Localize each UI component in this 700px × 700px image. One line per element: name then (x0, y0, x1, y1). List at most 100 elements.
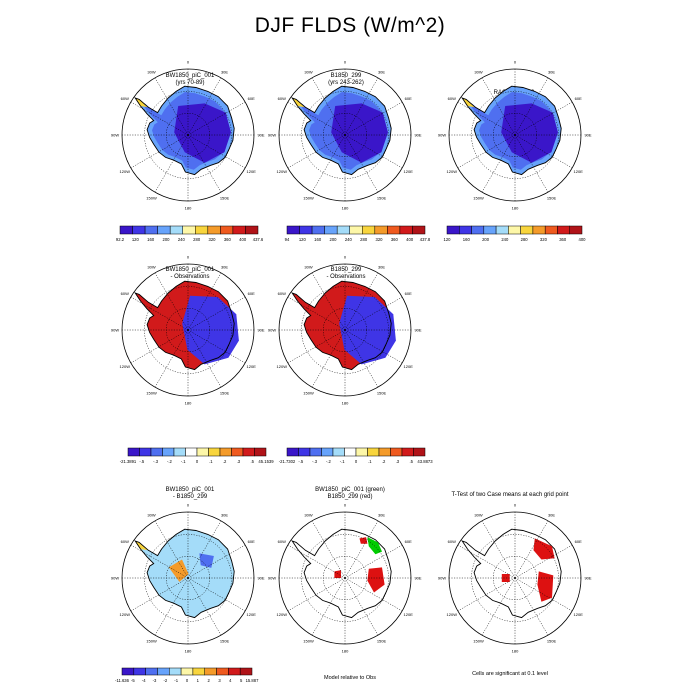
longitude-label: 60E (575, 96, 582, 101)
latitude-circle (322, 112, 368, 158)
meridian-line (187, 520, 222, 579)
longitude-label: 30E (378, 264, 385, 269)
longitude-label: 0 (187, 255, 190, 260)
panel-title-line: B1850_299 (red) (327, 493, 373, 500)
colorbar-box (349, 225, 363, 235)
longitude-label: 180 (185, 401, 192, 406)
panel-title-line: B1850_299 (330, 267, 362, 273)
panel-title-b1850: B1850_299 (yrs 243-262) (296, 73, 396, 86)
colorbar-box (311, 225, 325, 235)
colorbar-box (185, 447, 198, 457)
longitude-label: 30E (378, 69, 385, 74)
colorbar-box (413, 447, 426, 457)
latitude-circle (471, 91, 559, 179)
longitude-label: 120E (247, 364, 257, 369)
colorbar-label: 15.887 (246, 678, 259, 683)
colorbar-box (362, 225, 376, 235)
meridian-line (187, 101, 246, 136)
longitude-label: 60E (575, 539, 582, 544)
longitude-label: 30E (378, 512, 385, 517)
colorbar-box (182, 225, 196, 235)
meridian-line (287, 101, 346, 136)
colorbar-label: -11.636 (115, 678, 130, 683)
colorbar-label: 437.6 (253, 237, 264, 242)
colorbar-label: 92.2 (116, 237, 125, 242)
colorbar-label: 240 (345, 237, 353, 242)
colorbar-p2: 94 120 160 200 240 280 320 360 400 437.8 (285, 225, 431, 242)
colorbar-box (378, 447, 391, 457)
colorbar-label: 400 (406, 237, 414, 242)
colorbar-box (344, 447, 357, 457)
longitude-label: 60E (248, 96, 255, 101)
longitude-label: 90W (111, 328, 119, 333)
longitude-label: 60W (278, 539, 286, 544)
colorbar-p1: 92.2 120 160 200 240 280 320 360 400 437.6 (116, 225, 264, 242)
map-panel-p2: 0 30E 60E 90E 120E 150E 180 150W 120W 90W 60W 30W (268, 60, 422, 211)
colorbar-box (401, 447, 414, 457)
longitude-label: 0 (344, 503, 347, 508)
longitude-label: 30W (147, 512, 155, 517)
colorbar-box (169, 225, 183, 235)
colorbar-label: .3 (396, 459, 400, 464)
longitude-label: 120E (574, 169, 584, 174)
colorbar-label: 200 (330, 237, 338, 242)
colorbar-label: .1 (209, 459, 213, 464)
panel-title-line: BW1850_piC_001 (165, 267, 215, 273)
longitude-label: 30E (221, 69, 228, 74)
colorbar-box (390, 447, 403, 457)
colorbar-box (495, 225, 509, 235)
panel-title-line: BW1850_piC_001 (165, 73, 215, 79)
colorbar-box (508, 225, 521, 235)
colorbar-label: 120 (299, 237, 307, 242)
meridian-line (514, 577, 549, 636)
meridian-line (344, 101, 403, 136)
colorbar-box (144, 225, 158, 235)
meridian-line (187, 544, 246, 579)
colorbar-box (196, 447, 209, 457)
longitude-label: 120E (404, 612, 414, 617)
longitude-label: 60W (121, 539, 129, 544)
colorbar-label: -.3 (312, 459, 318, 464)
colorbar-label: 320 (209, 237, 217, 242)
latitude-circle (144, 91, 232, 179)
longitude-label: 90E (584, 576, 591, 581)
longitude-label: 30W (474, 69, 482, 74)
meridian-line (344, 134, 403, 169)
red-significance-cells (367, 567, 385, 593)
meridian-line (130, 577, 189, 612)
longitude-label: 0 (187, 60, 190, 65)
longitude-label: 120E (247, 612, 257, 617)
latitude-circle (322, 307, 368, 353)
colorbar-box (208, 447, 221, 457)
longitude-label: 60W (278, 291, 286, 296)
longitude-label: 30W (474, 512, 482, 517)
east-antarctica-low-core (501, 103, 558, 163)
longitude-label: 30W (147, 69, 155, 74)
meridian-line (344, 520, 379, 579)
longitude-label: 90E (414, 328, 421, 333)
colorbar-box (204, 667, 217, 676)
longitude-label: 60E (248, 539, 255, 544)
colorbar-box (336, 225, 350, 235)
colorbar-label: -.2 (167, 459, 173, 464)
colorbar-box (145, 667, 158, 676)
longitude-label: 30W (147, 264, 155, 269)
colorbar-box (231, 447, 244, 457)
colorbar-label: 0 (186, 678, 189, 683)
colorbar-label: 160 (463, 237, 471, 242)
colorbar-p4: -21.3891 -.5 -.3 -.2 -.1 0 .1 .2 .3 .5 45.1539 (120, 447, 274, 464)
latitude-circle (301, 534, 389, 622)
longitude-label: 60W (448, 539, 456, 544)
meridian-line (344, 329, 403, 364)
colorbar-label: -21.7302 (279, 459, 296, 464)
panel-note-model-obs: Model relative to Obs (324, 675, 376, 681)
colorbar-box (483, 225, 497, 235)
antarctica-coastline (291, 280, 392, 371)
meridian-line (311, 520, 346, 579)
antarctica-coastline (461, 85, 562, 176)
meridian-line (457, 101, 516, 136)
east-antarctica-low-core (174, 103, 231, 163)
colorbar-label: 240 (501, 237, 509, 242)
colorbar-label: -.1 (340, 459, 346, 464)
antarctica-coastline (134, 280, 235, 371)
